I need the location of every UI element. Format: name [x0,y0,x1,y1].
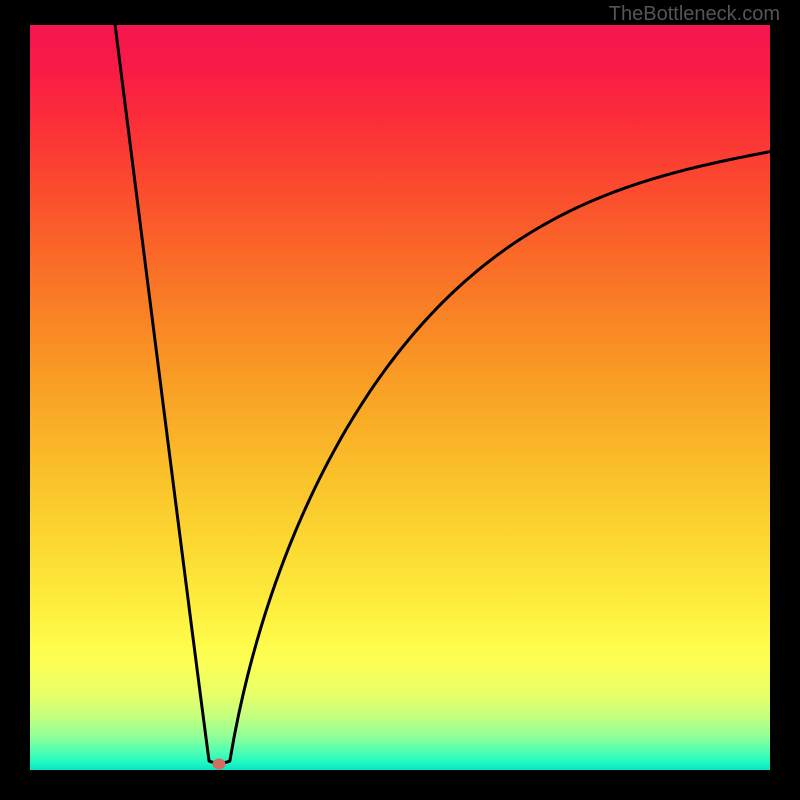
plot-area [30,25,770,770]
watermark-text: TheBottleneck.com [609,3,780,26]
minimum-marker [212,759,225,770]
bottleneck-curve [30,25,770,770]
